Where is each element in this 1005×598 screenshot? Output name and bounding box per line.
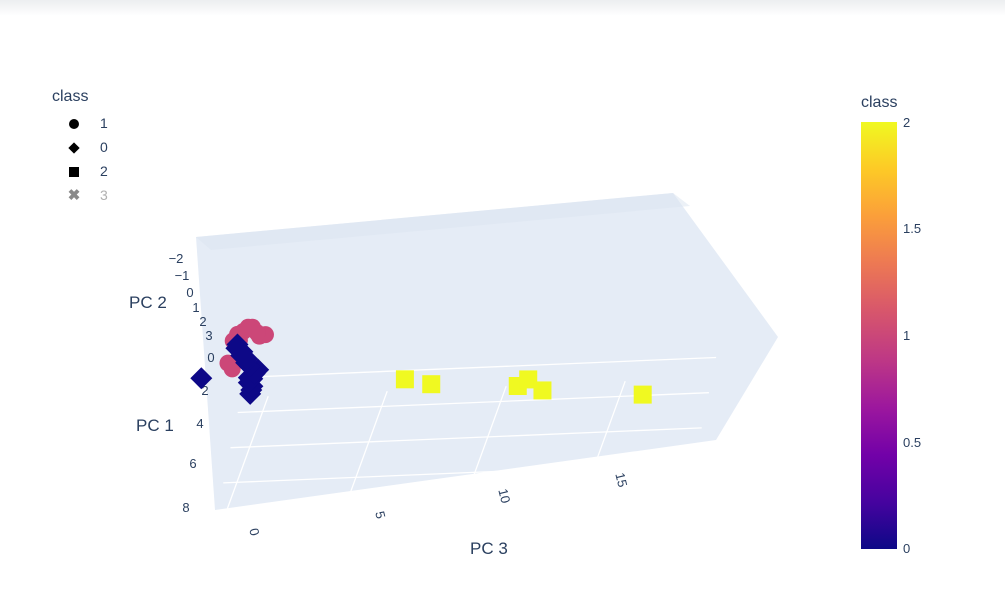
data-point-class-1[interactable] <box>248 324 266 342</box>
legend-label: 0 <box>100 139 108 155</box>
data-point-class-0[interactable] <box>190 367 213 390</box>
tick-label-pc2: 0 <box>186 285 193 300</box>
tick-label-pc2: −2 <box>169 251 184 266</box>
data-point-class-0[interactable] <box>247 358 270 381</box>
circle-icon <box>66 116 82 132</box>
grid-lines <box>216 356 717 524</box>
x-icon: ✖ <box>67 187 81 204</box>
data-point-class-0[interactable] <box>226 333 249 356</box>
top-bar <box>0 0 1005 16</box>
legend-item-class-1[interactable]: 1 <box>52 112 132 136</box>
legend: class 1 0 2 ✖ 3 <box>52 88 132 208</box>
legend-label: 1 <box>100 115 108 131</box>
square-icon <box>66 164 82 180</box>
grid-line-pc1 <box>237 392 709 414</box>
legend-label: 2 <box>100 163 108 179</box>
colorbar-tick: 0.5 <box>903 435 922 450</box>
tick-label-pc3: 5 <box>372 510 388 521</box>
tick-label-pc1: 2 <box>201 383 208 398</box>
legend-item-class-0[interactable]: 0 <box>52 136 132 160</box>
data-point-class-2[interactable] <box>533 381 552 400</box>
data-point-class-2[interactable] <box>395 370 414 389</box>
axis-title-pc1: PC 1 <box>136 416 174 435</box>
data-point-class-1[interactable] <box>223 360 241 378</box>
grid-line-pc1 <box>223 462 695 484</box>
grid-line-pc3 <box>459 385 507 514</box>
tick-label-pc2: 3 <box>205 328 212 343</box>
data-point-class-2[interactable] <box>519 370 538 389</box>
tick-label-pc1: 6 <box>189 456 196 471</box>
colorbar-title: class <box>861 94 898 111</box>
grid-line-pc1 <box>230 427 702 449</box>
tick-label-pc3: 10 <box>495 487 513 505</box>
legend-title: class <box>52 88 89 105</box>
tick-label-pc2: 1 <box>192 300 199 315</box>
tick-label-pc1: 4 <box>196 416 203 431</box>
diamond-icon <box>66 140 82 156</box>
back-wall <box>196 193 690 250</box>
tick-label-pc3: 0 <box>246 527 262 538</box>
grid-line-pc3 <box>340 390 388 519</box>
tick-label-pc1: 8 <box>182 500 189 515</box>
colorbar-tick: 0 <box>903 541 911 556</box>
grid-line-pc1 <box>244 356 717 378</box>
colorbar-tick: 2 <box>903 115 911 130</box>
colorbar-tick: 1.5 <box>903 221 922 236</box>
grid-line-pc1 <box>216 497 688 519</box>
data-point-class-2[interactable] <box>633 385 652 404</box>
grid-line-pc3 <box>578 380 626 509</box>
data-point-class-2[interactable] <box>422 375 441 394</box>
tick-label-pc1: 0 <box>207 350 214 365</box>
tick-label-pc2: −1 <box>175 268 190 283</box>
colorbar <box>861 122 897 549</box>
legend-item-class-2[interactable]: 2 <box>52 160 132 184</box>
grid-line-pc3 <box>221 395 269 524</box>
axis-title-pc2: PC 2 <box>129 293 167 312</box>
legend-label: 3 <box>100 187 108 203</box>
colorbar-tick: 1 <box>903 328 911 343</box>
tick-label-pc2: 2 <box>199 314 206 329</box>
tick-label-pc3: 15 <box>612 471 630 489</box>
legend-item-class-3[interactable]: ✖ 3 <box>52 184 132 208</box>
axis-title-pc3: PC 3 <box>470 539 508 558</box>
data-markers[interactable] <box>190 318 652 405</box>
